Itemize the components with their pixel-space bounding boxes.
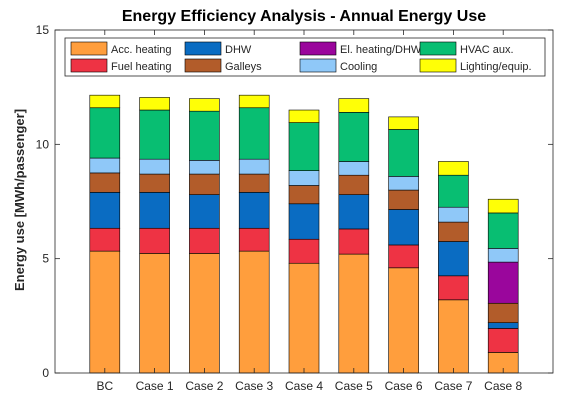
legend-swatch-el-heating-dhw: [299, 41, 337, 56]
bar-case-3-lighting-equip: [238, 94, 270, 109]
bar-case-3-galleys: [238, 173, 270, 193]
legend-label-dhw: DHW: [225, 44, 252, 56]
bar-case-5-hvac-aux: [338, 112, 370, 162]
bar-case-5-dhw: [338, 194, 370, 230]
bar-case-7-lighting-equip: [438, 161, 469, 176]
bar-case-8-lighting-equip: [487, 198, 519, 214]
bar-case-5-cooling: [338, 161, 370, 176]
bar-case-3-hvac-aux: [238, 107, 270, 160]
bar-bc-galleys: [89, 172, 121, 193]
legend-label-galleys: Galleys: [225, 61, 262, 73]
bar-case-1-acc-heating: [139, 253, 170, 374]
bar-case-4-cooling: [288, 170, 320, 186]
bar-case-4-galleys: [288, 185, 320, 205]
bar-case-2-cooling: [189, 160, 220, 175]
bar-case-8-hvac-aux: [487, 212, 519, 249]
y-axis-label: Energy use [MWh/passenger]: [12, 109, 27, 291]
bar-bc-hvac-aux: [89, 107, 121, 159]
bar-case-5-lighting-equip: [338, 98, 370, 113]
bar-case-5-galleys: [338, 174, 370, 195]
bar-case-8-el-heating-dhw: [487, 261, 519, 304]
x-tick-label-case-7: Case 7: [434, 379, 472, 393]
y-tick-label: 10: [36, 137, 50, 151]
bar-case-8-cooling: [487, 248, 519, 263]
bar-case-2-fuel-heating: [189, 227, 220, 254]
bar-case-1-fuel-heating: [139, 227, 170, 254]
x-tick-label-bc: BC: [96, 379, 113, 393]
bar-case-7-hvac-aux: [438, 174, 469, 208]
bar-case-1-galleys: [139, 173, 170, 193]
bar-case-7-cooling: [438, 206, 469, 223]
x-tick-label-case-3: Case 3: [235, 379, 273, 393]
bar-case-1-lighting-equip: [139, 97, 170, 111]
legend-label-acc-heating: Acc. heating: [111, 44, 172, 56]
bar-case-6-lighting-equip: [388, 116, 419, 130]
bar-case-6-galleys: [388, 189, 419, 210]
x-tick-label-case-8: Case 8: [484, 379, 522, 393]
bar-bc-cooling: [89, 157, 121, 174]
y-axis-ticks: 0 5 10 15: [36, 23, 553, 380]
bar-case-4-hvac-aux: [288, 122, 320, 171]
bar-case-3-acc-heating: [238, 250, 270, 374]
y-tick-label: 0: [42, 366, 49, 380]
x-axis-ticks: BC Case 1 Case 2 Case 3 Case 4 Case 5 Case 6 Ca…: [96, 30, 523, 393]
x-tick-label-case-4: Case 4: [285, 379, 323, 393]
legend-label-el-heating-dhw: El. heating/DHW: [340, 44, 422, 56]
bar-bc-dhw: [89, 192, 121, 229]
bar-bc-fuel-heating: [89, 227, 121, 252]
bar-case-8-dhw: [487, 322, 519, 329]
x-tick-label-case-5: Case 5: [335, 379, 373, 393]
legend-label-cooling: Cooling: [340, 61, 377, 73]
bar-case-1-cooling: [139, 158, 170, 175]
bar-case-6-cooling: [388, 176, 419, 191]
y-tick-label: 15: [36, 23, 50, 37]
legend-swatch-dhw: [184, 41, 222, 56]
y-tick-label: 5: [42, 252, 49, 266]
legend-label-fuel-heating: Fuel heating: [111, 61, 172, 73]
bar-case-5-fuel-heating: [338, 228, 370, 255]
bar-case-8-fuel-heating: [487, 328, 519, 353]
bar-case-4-lighting-equip: [288, 109, 320, 123]
bar-case-3-fuel-heating: [238, 227, 270, 252]
bar-case-4-fuel-heating: [288, 238, 320, 264]
bar-case-5-acc-heating: [338, 253, 370, 374]
legend-label-hvac-aux: HVAC aux.: [460, 44, 514, 56]
bar-case-6-hvac-aux: [388, 129, 419, 177]
bar-case-7-galleys: [438, 221, 469, 242]
bar-case-7-fuel-heating: [438, 275, 469, 301]
bar-case-4-acc-heating: [288, 262, 320, 374]
x-tick-label-case-6: Case 6: [385, 379, 423, 393]
legend-swatch-cooling: [299, 58, 337, 73]
bar-case-6-fuel-heating: [388, 244, 419, 269]
chart-title: Energy Efficiency Analysis - Annual Ener…: [122, 8, 486, 25]
bar-case-4-dhw: [288, 203, 320, 240]
legend-swatch-lighting-equip: [419, 58, 457, 73]
bar-case-3-dhw: [238, 192, 270, 229]
legend-swatch-galleys: [184, 58, 222, 73]
bars-layer: [89, 94, 519, 374]
legend-label-lighting-equip: Lighting/equip.: [460, 61, 532, 73]
bar-bc-lighting-equip: [89, 94, 121, 109]
legend-swatch-acc-heating: [70, 41, 108, 56]
bar-case-1-hvac-aux: [139, 109, 170, 160]
legend: Acc. heating Fuel heating DHW Galleys El. he…: [64, 37, 546, 77]
bar-case-2-hvac-aux: [189, 110, 220, 161]
bar-case-8-galleys: [487, 302, 519, 323]
bar-case-2-dhw: [189, 194, 220, 229]
x-tick-label-case-2: Case 2: [185, 379, 223, 393]
bar-case-6-acc-heating: [388, 267, 419, 374]
bar-case-3-cooling: [238, 158, 270, 175]
bar-case-7-dhw: [438, 241, 469, 277]
legend-swatch-fuel-heating: [70, 58, 108, 73]
bar-case-1-dhw: [139, 192, 170, 229]
legend-swatch-hvac-aux: [419, 41, 457, 56]
bar-bc-acc-heating: [89, 250, 121, 374]
bar-case-7-acc-heating: [438, 299, 469, 374]
bar-case-2-acc-heating: [189, 253, 220, 374]
bar-case-2-galleys: [189, 173, 220, 195]
x-tick-label-case-1: Case 1: [136, 379, 174, 393]
bar-case-2-lighting-equip: [189, 98, 220, 112]
bar-case-6-dhw: [388, 209, 419, 246]
